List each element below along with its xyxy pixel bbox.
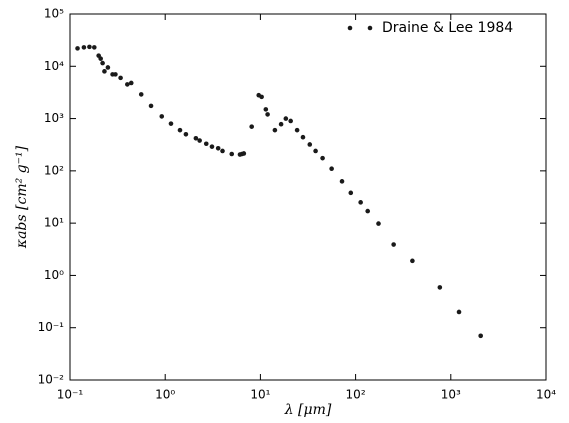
- x-tick-label: 10⁰: [155, 388, 175, 402]
- y-tick-label: 10⁰: [44, 268, 64, 282]
- data-point: [410, 258, 415, 264]
- data-point: [288, 118, 293, 124]
- data-point: [220, 148, 225, 154]
- data-point: [278, 121, 284, 127]
- data-point: [437, 285, 443, 290]
- data-point: [75, 46, 80, 51]
- data-point: [100, 60, 105, 66]
- data-point: [197, 138, 202, 143]
- data-point: [263, 107, 269, 112]
- data-point: [102, 69, 107, 74]
- y-tick-label: 10²: [44, 163, 64, 177]
- data-point: [249, 124, 254, 129]
- data-point: [329, 166, 334, 171]
- data-point: [294, 127, 300, 133]
- data-point: [339, 179, 345, 184]
- data-point: [241, 151, 247, 156]
- data-point: [148, 103, 154, 109]
- x-axis-label: λ [μm]: [284, 402, 332, 418]
- data-point: [183, 132, 189, 137]
- data-point: [125, 82, 130, 87]
- data-point: [391, 242, 396, 247]
- data-point: [193, 135, 199, 141]
- data-point: [320, 155, 325, 161]
- data-point: [128, 80, 134, 86]
- data-point: [209, 144, 215, 149]
- data-point: [478, 333, 483, 339]
- data-point: [307, 142, 313, 147]
- legend-label: Draine & Lee 1984: [382, 20, 513, 36]
- data-point: [215, 146, 221, 151]
- data-point: [113, 72, 118, 77]
- data-point: [265, 112, 270, 117]
- legend-marker: [347, 25, 353, 31]
- data-point: [168, 121, 174, 126]
- data-point: [203, 141, 209, 147]
- data-point: [92, 45, 97, 50]
- data-point: [272, 127, 278, 133]
- x-tick-label: 10³: [441, 388, 461, 402]
- data-point: [365, 208, 371, 214]
- plot-frame: [69, 13, 547, 381]
- y-tick-label: 10⁻¹: [38, 320, 65, 334]
- x-tick-label: 10⁻¹: [57, 388, 84, 402]
- x-tick-label: 10²: [346, 388, 366, 402]
- data-point: [81, 45, 87, 50]
- data-point: [105, 65, 111, 70]
- data-point: [138, 92, 144, 97]
- data-point: [348, 190, 354, 196]
- data-point: [87, 44, 92, 50]
- data-point: [300, 134, 306, 140]
- y-tick-label: 10⁻²: [38, 373, 65, 387]
- y-tick-label: 10⁵: [44, 7, 64, 21]
- data-point: [229, 151, 235, 157]
- data-point: [177, 127, 183, 133]
- y-tick-label: 10³: [44, 111, 64, 125]
- data-point: [358, 200, 363, 205]
- data-point: [376, 221, 381, 226]
- y-tick-label: 10⁴: [44, 59, 64, 73]
- legend-marker: [367, 25, 373, 31]
- y-axis-label: κabs [cm² g⁻¹]: [14, 145, 30, 249]
- y-tick-label: 10¹: [44, 216, 64, 230]
- data-point: [159, 114, 165, 119]
- x-tick-label: 10¹: [250, 388, 270, 402]
- data-point: [98, 56, 103, 61]
- data-point: [313, 148, 318, 154]
- data-point: [283, 116, 289, 121]
- x-tick-label: 10⁴: [536, 388, 556, 402]
- data-point: [118, 75, 123, 81]
- data-point: [456, 309, 462, 315]
- data-point: [259, 94, 264, 100]
